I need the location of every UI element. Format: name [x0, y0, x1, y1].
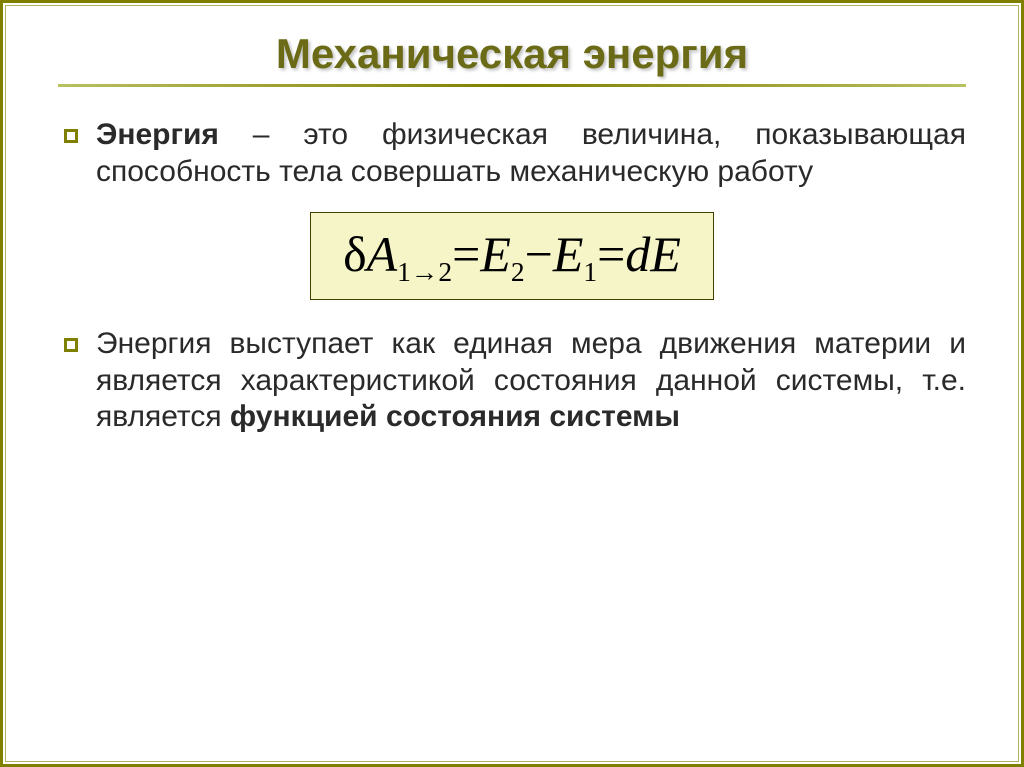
title-underline	[58, 84, 966, 87]
formula-eq1: =	[452, 225, 480, 283]
formula-E2: E	[480, 225, 511, 283]
bullet-rest: – это физическая величина, показывающая …	[96, 118, 966, 188]
bullet-item: Энергия выступает как единая мера движен…	[58, 326, 966, 436]
bullet-text: Энергия выступает как единая мера движен…	[96, 327, 966, 433]
square-bullet-icon	[64, 338, 78, 352]
formula-dE: dE	[625, 225, 681, 283]
formula-E1: E	[553, 225, 584, 283]
slide-title: Механическая энергия	[58, 30, 966, 78]
bullet-item: Энергия – это физическая величина, показ…	[58, 117, 966, 190]
formula-sub-1: 1	[583, 256, 597, 288]
square-bullet-icon	[64, 129, 78, 143]
formula-box: δA1→2 = E2 − E1 = dE	[310, 212, 714, 300]
formula-sub-2: 2	[511, 256, 525, 288]
bullet-list: Энергия – это физическая величина, показ…	[58, 117, 966, 190]
slide-frame: Механическая энергия Энергия – это физич…	[5, 5, 1019, 762]
bullet-text: Энергия – это физическая величина, показ…	[96, 118, 966, 188]
bullet-list-2: Энергия выступает как единая мера движен…	[58, 326, 966, 436]
formula-eq2: =	[597, 225, 625, 283]
bullet-bold-tail: функцией состояния системы	[230, 400, 680, 433]
formula-sub-12: 1→2	[397, 256, 452, 288]
formula-delta: δ	[343, 225, 367, 283]
formula-minus: −	[525, 225, 553, 283]
bullet-lead: Энергия	[96, 118, 219, 151]
formula-A: A	[367, 225, 398, 283]
formula-container: δA1→2 = E2 − E1 = dE	[58, 212, 966, 300]
